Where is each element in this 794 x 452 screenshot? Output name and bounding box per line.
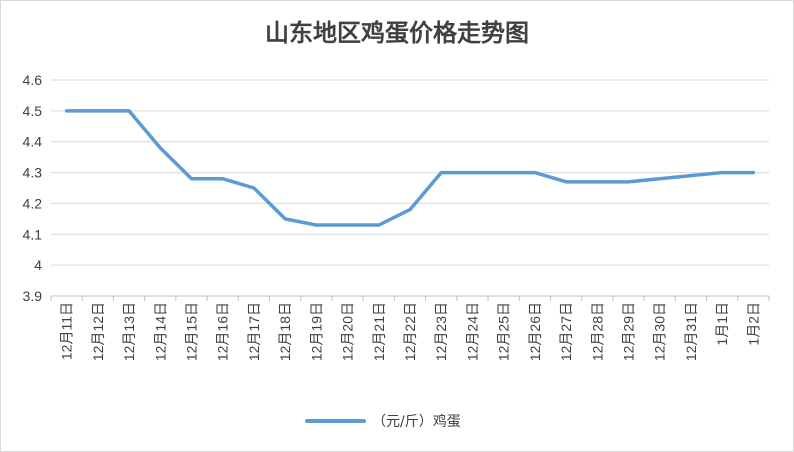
y-tick-label: 4.5: [23, 103, 43, 119]
x-tick-label: 1月2日: [745, 302, 761, 346]
y-tick-label: 4: [34, 257, 42, 273]
x-tick-label: 12月25日: [496, 302, 512, 361]
series-lines: [64, 109, 756, 227]
y-axis-ticks: 3.9 4 4.1 4.2 4.3 4.4 4.5 4.6: [23, 72, 43, 304]
x-tick-label: 12月26日: [527, 302, 543, 361]
y-tick-label: 4.1: [23, 226, 43, 242]
gridlines: [51, 79, 769, 266]
x-tick-label: 12月20日: [340, 302, 356, 361]
chart-title: 山东地区鸡蛋价格走势图: [265, 18, 529, 47]
x-tick-label: 12月30日: [652, 302, 668, 361]
x-tick-label: 12月19日: [308, 302, 324, 361]
x-tick-label: 12月27日: [558, 302, 574, 361]
x-tick-label: 12月24日: [464, 302, 480, 361]
x-tick-label: 12月17日: [246, 302, 262, 361]
y-tick-label: 3.9: [23, 288, 43, 304]
x-tick-label: 12月11日: [59, 302, 75, 360]
x-tick-label: 12月28日: [589, 302, 605, 361]
x-axis: [50, 295, 770, 301]
x-tick-label: 12月13日: [121, 302, 137, 361]
x-tick-label: 12月12日: [90, 302, 106, 361]
y-tick-label: 4.2: [23, 195, 43, 211]
legend-label: （元/斤）鸡蛋: [372, 413, 461, 430]
x-tick-label: 12月18日: [277, 302, 293, 361]
x-tick-label: 12月22日: [402, 302, 418, 361]
x-axis-ticks: 12月11日 12月12日 12月13日 12月14日 12月15日 12月16日 12月1…: [59, 302, 762, 361]
legend: （元/斤）鸡蛋: [305, 413, 461, 430]
x-tick-label: 1月1日: [714, 302, 730, 346]
series-line: [64, 109, 756, 227]
x-tick-label: 12月23日: [433, 302, 449, 361]
x-tick-label: 12月29日: [621, 302, 637, 361]
x-tick-label: 12月15日: [183, 302, 199, 361]
x-tick-label: 12月14日: [152, 302, 168, 361]
x-tick-label: 12月21日: [371, 302, 387, 361]
y-tick-label: 4.6: [23, 72, 43, 88]
x-tick-label: 12月31日: [683, 302, 699, 361]
y-tick-label: 4.3: [23, 165, 43, 181]
x-tick-label: 12月16日: [215, 302, 231, 361]
y-tick-label: 4.4: [23, 134, 43, 150]
